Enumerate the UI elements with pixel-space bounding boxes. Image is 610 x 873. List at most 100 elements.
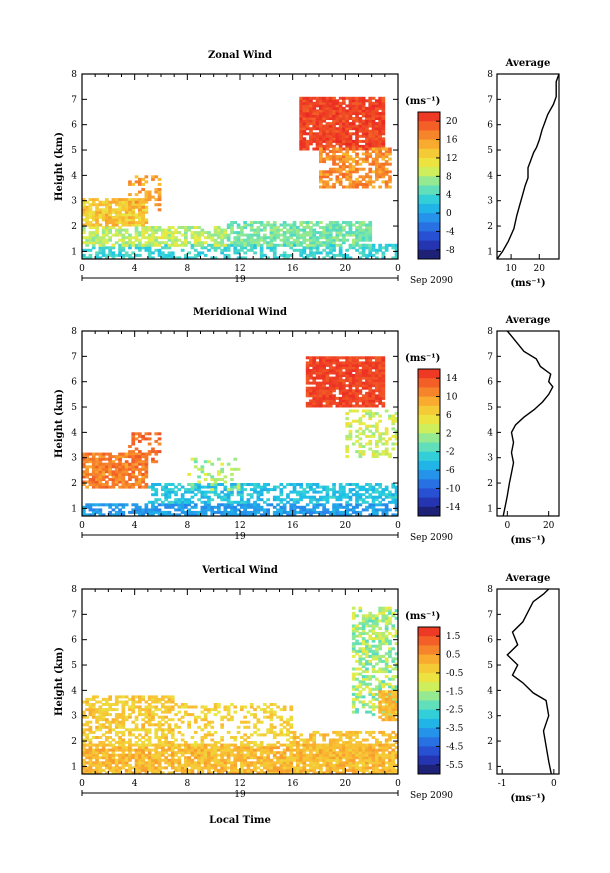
heat-cell	[114, 213, 119, 217]
heat-cell	[368, 170, 373, 174]
heat-cell	[296, 763, 300, 767]
heat-cell	[391, 442, 396, 446]
heat-cell	[328, 366, 333, 370]
heat-cell	[124, 728, 129, 732]
heat-cell	[207, 248, 211, 252]
heat-cell	[85, 256, 89, 260]
heat-cell	[312, 394, 317, 398]
heat-cell	[210, 505, 215, 509]
heat-cell	[338, 139, 343, 143]
heat-cell	[302, 495, 307, 499]
heat-cell	[124, 472, 129, 476]
heat-cell	[345, 361, 349, 365]
heat-cell	[101, 228, 106, 232]
heat-cell	[121, 478, 126, 481]
heat-cell	[138, 205, 142, 209]
heat-cell	[154, 203, 159, 207]
colorbar-swatch	[418, 451, 440, 462]
heat-cell	[85, 480, 89, 484]
heat-cell	[128, 180, 132, 184]
heat-cell	[328, 513, 333, 517]
heat-cell	[384, 508, 389, 512]
heat-cell	[279, 488, 284, 492]
heat-cell	[322, 503, 326, 507]
heat-cell	[319, 231, 323, 235]
heat-cell	[134, 455, 139, 459]
heat-cell	[105, 730, 109, 734]
heat-cell	[348, 358, 353, 362]
heat-cell	[335, 104, 340, 108]
heat-cell	[249, 221, 254, 224]
heat-cell	[309, 753, 313, 757]
heat-cell	[190, 485, 195, 489]
colorbar-tick-label: -14	[446, 503, 461, 513]
heat-cell	[328, 763, 333, 767]
heat-cell	[98, 748, 103, 752]
heat-cell	[82, 253, 86, 257]
heat-cell	[296, 238, 300, 242]
heat-cell	[378, 139, 382, 143]
heat-cell	[361, 763, 366, 767]
heat-cell	[391, 766, 396, 770]
heat-cell	[177, 238, 182, 242]
heat-cell	[147, 248, 152, 252]
heat-cell	[128, 510, 132, 514]
heat-cell	[144, 241, 149, 245]
heat-cell	[223, 513, 228, 517]
heat-cell	[217, 763, 221, 767]
heat-cell	[345, 753, 349, 757]
heat-cell	[207, 495, 211, 499]
heat-cell	[328, 150, 333, 153]
heat-cell	[144, 208, 149, 212]
heat-cell	[161, 236, 165, 240]
heat-cell	[319, 134, 323, 138]
heat-cell	[101, 210, 106, 214]
heat-cell	[338, 396, 343, 400]
heat-cell	[276, 756, 280, 760]
heat-cell	[381, 490, 386, 494]
heat-cell	[325, 371, 330, 375]
heat-cell	[335, 505, 340, 509]
heat-cell	[342, 771, 346, 775]
heat-cell	[180, 705, 185, 709]
heat-cell	[105, 213, 109, 217]
heat-cell	[355, 358, 359, 362]
heat-cell	[134, 505, 139, 509]
heat-cell	[335, 221, 340, 224]
heat-cell	[315, 374, 320, 377]
heat-cell	[184, 500, 188, 504]
heat-cell	[345, 503, 349, 507]
heat-cell	[128, 205, 132, 209]
heat-cell	[233, 748, 238, 752]
heat-cell	[240, 768, 244, 772]
heat-cell	[345, 483, 349, 486]
heat-cell	[299, 771, 303, 775]
heat-cell	[368, 226, 373, 229]
heat-cell	[368, 182, 373, 186]
heat-cell	[381, 165, 386, 169]
heat-cell	[292, 503, 297, 507]
heat-cell	[134, 246, 139, 250]
heat-cell	[368, 238, 373, 242]
heat-cell	[319, 241, 323, 245]
heat-cell	[296, 236, 300, 240]
heat-cell	[335, 369, 340, 372]
heat-cell	[233, 236, 238, 240]
heat-cell	[332, 746, 336, 750]
heat-cell	[319, 503, 323, 507]
heat-cell	[378, 243, 382, 247]
heat-cell	[342, 753, 346, 757]
y-tick-label: 5	[71, 146, 77, 156]
heat-cell	[217, 246, 221, 250]
heat-cell	[197, 758, 201, 762]
colorbar-tick-label: 2	[446, 429, 452, 439]
heat-cell	[151, 488, 155, 492]
heat-cell	[101, 462, 106, 466]
heat-cell	[203, 495, 208, 499]
heat-cell	[335, 253, 340, 257]
heat-cell	[220, 251, 224, 255]
heat-cell	[157, 746, 162, 750]
heat-cell	[164, 483, 168, 486]
heat-cell	[138, 200, 142, 204]
heat-cell	[305, 243, 310, 247]
